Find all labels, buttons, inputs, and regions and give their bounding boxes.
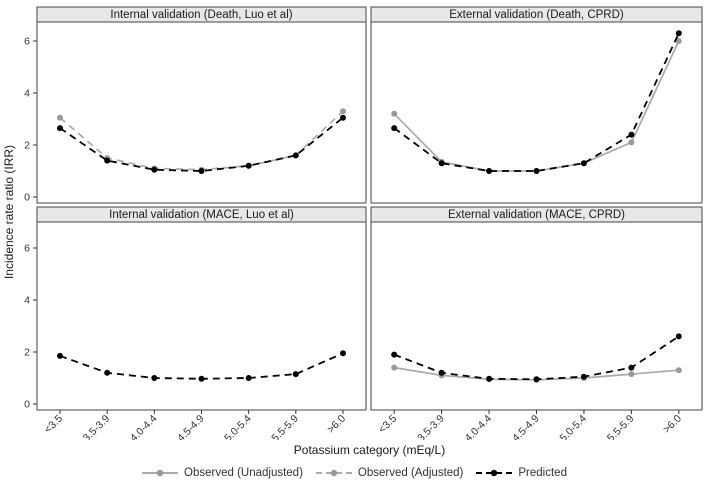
data-point [675,367,682,374]
legend-key-icon [142,469,179,477]
facet-strip-title: Internal validation (Death, Luo et al) [110,9,292,21]
legend-key-point [491,469,498,477]
data-point [438,369,445,376]
y-tick-label: 4 [24,295,30,307]
data-point [486,375,493,382]
legend-label: Observed (Adjusted) [357,467,464,479]
facet-strip-title: Internal validation (MACE, Luo et al) [109,209,294,221]
y-tick-label: 2 [24,140,30,152]
legend-item: Predicted [476,467,567,479]
data-point [198,168,205,174]
data-point [580,160,587,167]
data-point [104,369,111,376]
x-tick-label: <3.5 [376,413,399,436]
x-tick-label: 5.5-5.9 [605,413,637,440]
data-point [340,108,346,115]
y-tick-label: 6 [24,36,30,48]
y-tick-label: 4 [24,88,30,100]
x-tick-label: 5.0-5.4 [557,413,589,440]
data-point [245,375,252,381]
x-tick-label: 4.0-4.4 [463,413,495,440]
x-tick-label: <3.5 [42,413,65,436]
x-tick-label: 3.5-3.9 [81,413,113,440]
legend-item: Observed (Unadjusted) [142,467,303,479]
data-point [628,139,635,146]
data-point [292,152,299,159]
x-tick-label: >6.0 [661,413,684,436]
data-point [57,352,63,359]
data-point [391,125,398,132]
data-point [391,351,398,358]
legend: Observed (Unadjusted) Observed (Adjusted)… [0,461,709,485]
x-tick-label: 3.5-3.9 [415,413,447,440]
data-point [533,376,540,383]
panel-area [36,21,367,204]
x-tick-label: 4.5-4.9 [510,413,542,440]
chart-canvas: Internal validation (Death, Luo et al) 0 2… [24,6,703,440]
data-point [675,30,682,37]
data-point [628,371,635,378]
y-tick-label: 6 [24,243,30,255]
x-tick-label: >6.0 [325,413,348,436]
y-tick-label: 0 [24,192,30,204]
x-tick-label: 4.0-4.4 [128,413,160,440]
data-point [340,350,346,357]
y-tick-label: 2 [24,347,30,359]
legend-label: Observed (Unadjusted) [184,467,303,479]
data-point [57,114,63,121]
data-point [340,114,346,121]
x-tick-label: 5.0-5.4 [222,413,254,440]
data-point [245,162,252,169]
y-tick-label: 0 [24,399,30,411]
data-point [391,110,398,117]
facet-strip-title: External validation (MACE, CPRD) [448,209,625,221]
data-point [198,375,205,382]
data-point [391,364,398,371]
data-point [486,168,493,174]
data-point [628,131,635,138]
legend-label: Predicted [518,467,567,479]
legend-item: Observed (Adjusted) [315,467,464,479]
legend-key-point [156,469,164,477]
legend-key-icon [315,469,352,477]
x-tick-label: 4.5-4.9 [175,413,207,440]
data-point [628,364,635,371]
data-point [104,157,111,164]
data-point [533,168,540,174]
facet-strip-title: External validation (Death, CPRD) [449,9,624,21]
data-point [292,371,299,378]
data-point [675,38,682,44]
data-point [57,125,63,132]
legend-key-icon [476,469,513,477]
data-point [151,375,158,381]
data-point [151,166,158,173]
x-axis-title: Potassium category (mEq/L) [293,443,446,457]
legend-key-point [330,469,338,477]
x-tick-label: 5.5-5.9 [269,413,301,440]
panel-area [370,21,703,204]
data-point [675,333,682,340]
data-point [580,373,587,380]
data-point [438,160,445,167]
